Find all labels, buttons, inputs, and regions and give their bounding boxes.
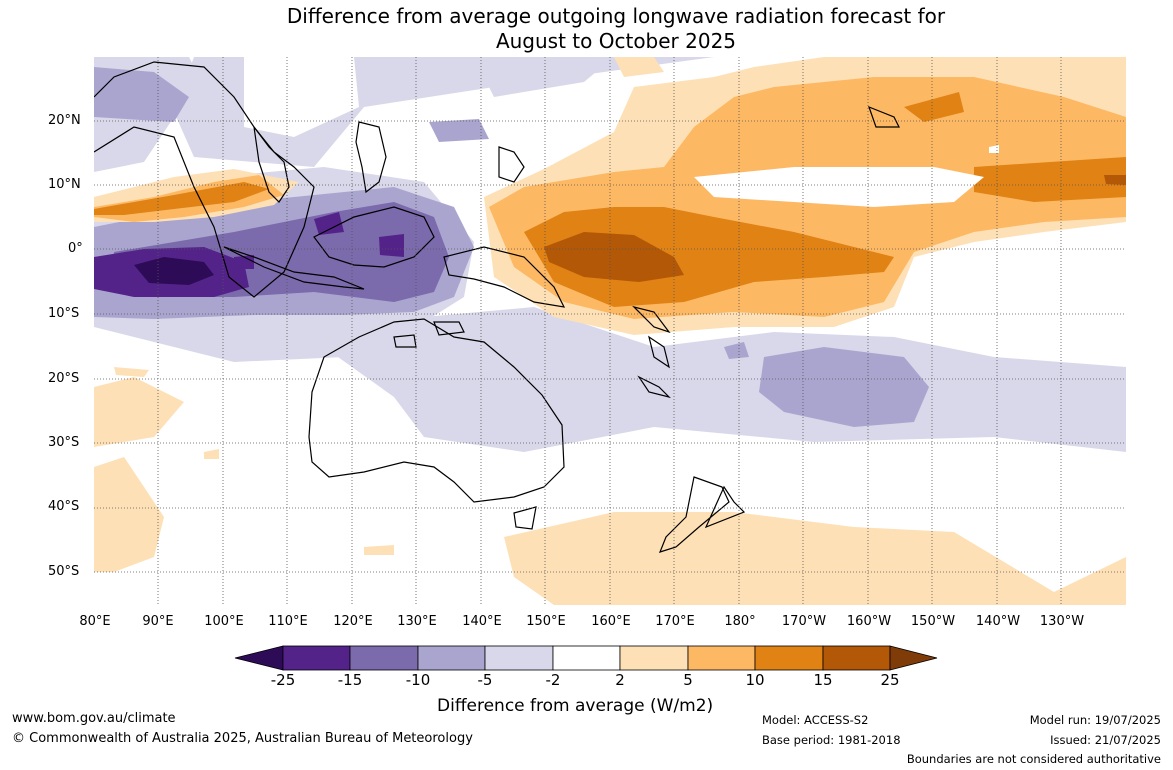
map-gridlines — [94, 57, 1126, 605]
lon-label-120e: 120°E — [333, 614, 373, 629]
lat-label-10n: 10°N — [48, 177, 81, 192]
model-name: Model: ACCESS-S2 — [762, 713, 869, 727]
lat-label-10s: 10°S — [48, 306, 80, 321]
colorbar-title: Difference from average (W/m2) — [437, 696, 714, 716]
issued-date: Issued: 21/07/2025 — [1050, 733, 1161, 747]
colorbar-label: 5 — [683, 671, 693, 689]
colorbar-swatch-pos10-pos15 — [754, 645, 824, 671]
colorbar-swatch-neg5-neg2 — [484, 645, 554, 671]
colorbar-label: 15 — [813, 671, 833, 689]
colorbar-label: -2 — [545, 671, 561, 689]
colorbar-swatch-pos15-pos25 — [822, 645, 891, 671]
lon-label-140e: 140°E — [462, 614, 502, 629]
website-link[interactable]: www.bom.gov.au/climate — [12, 711, 176, 726]
colorbar-label: 10 — [745, 671, 765, 689]
colorbar-label: 25 — [880, 671, 900, 689]
lon-label-80e: 80°E — [79, 614, 111, 629]
base-period: Base period: 1981-2018 — [762, 733, 901, 747]
chart-title: Difference from average outgoing longwav… — [0, 4, 1173, 54]
lat-label-20s: 20°S — [48, 371, 80, 386]
neutral-gap-fill — [244, 57, 999, 207]
boundary-disclaimer: Boundaries are not considered authoritat… — [906, 752, 1161, 766]
colorbar — [234, 645, 938, 671]
colorbar-swatch-neg25-neg15 — [282, 645, 351, 671]
lon-label-130w: 130°W — [1039, 614, 1085, 629]
colorbar-swatch-neg10-neg5 — [417, 645, 486, 671]
lon-label-160e: 160°E — [591, 614, 631, 629]
colorbar-label: -5 — [477, 671, 493, 689]
lon-label-150w: 150°W — [910, 614, 956, 629]
lon-label-180: 180° — [724, 614, 756, 629]
lat-label-30s: 30°S — [48, 435, 80, 450]
lon-label-90e: 90°E — [142, 614, 174, 629]
colorbar-label: -15 — [337, 671, 363, 689]
lat-label-equator: 0° — [68, 241, 83, 256]
copyright-text: © Commonwealth of Australia 2025, Austra… — [12, 731, 473, 746]
lon-label-150e: 150°E — [526, 614, 566, 629]
lon-label-110e: 110°E — [268, 614, 308, 629]
lon-label-130e: 130°E — [397, 614, 437, 629]
lon-label-160w: 160°W — [846, 614, 892, 629]
colorbar-swatch-neg15-neg10 — [349, 645, 419, 671]
lon-label-170w: 170°W — [781, 614, 827, 629]
lat-label-20n: 20°N — [48, 113, 81, 128]
lon-label-140w: 140°W — [975, 614, 1021, 629]
colorbar-label: 2 — [615, 671, 625, 689]
colorbar-swatch-pos5-pos10 — [687, 645, 756, 671]
anomaly-pos10-fill — [94, 92, 1126, 307]
colorbar-swatch-above-pos25 — [889, 645, 938, 671]
colorbar-label: -25 — [270, 671, 296, 689]
lat-label-40s: 40°S — [48, 499, 80, 514]
anomaly-neg25-fill — [134, 257, 214, 285]
colorbar-swatch-neg2-pos2 — [552, 645, 621, 671]
anomaly-pos15-fill — [544, 175, 1126, 282]
colorbar-label: -10 — [405, 671, 431, 689]
colorbar-swatch-pos2-pos5 — [619, 645, 689, 671]
lat-label-50s: 50°S — [48, 564, 80, 579]
lon-label-170e: 170°E — [655, 614, 695, 629]
lon-label-100e: 100°E — [204, 614, 244, 629]
coastlines — [94, 61, 900, 553]
title-line-1: Difference from average outgoing longwav… — [286, 4, 946, 28]
colorbar-swatch-below-neg25 — [234, 645, 284, 671]
model-run-date: Model run: 19/07/2025 — [1029, 713, 1161, 727]
anomaly-map — [94, 57, 1126, 605]
title-line-2: August to October 2025 — [495, 29, 737, 53]
